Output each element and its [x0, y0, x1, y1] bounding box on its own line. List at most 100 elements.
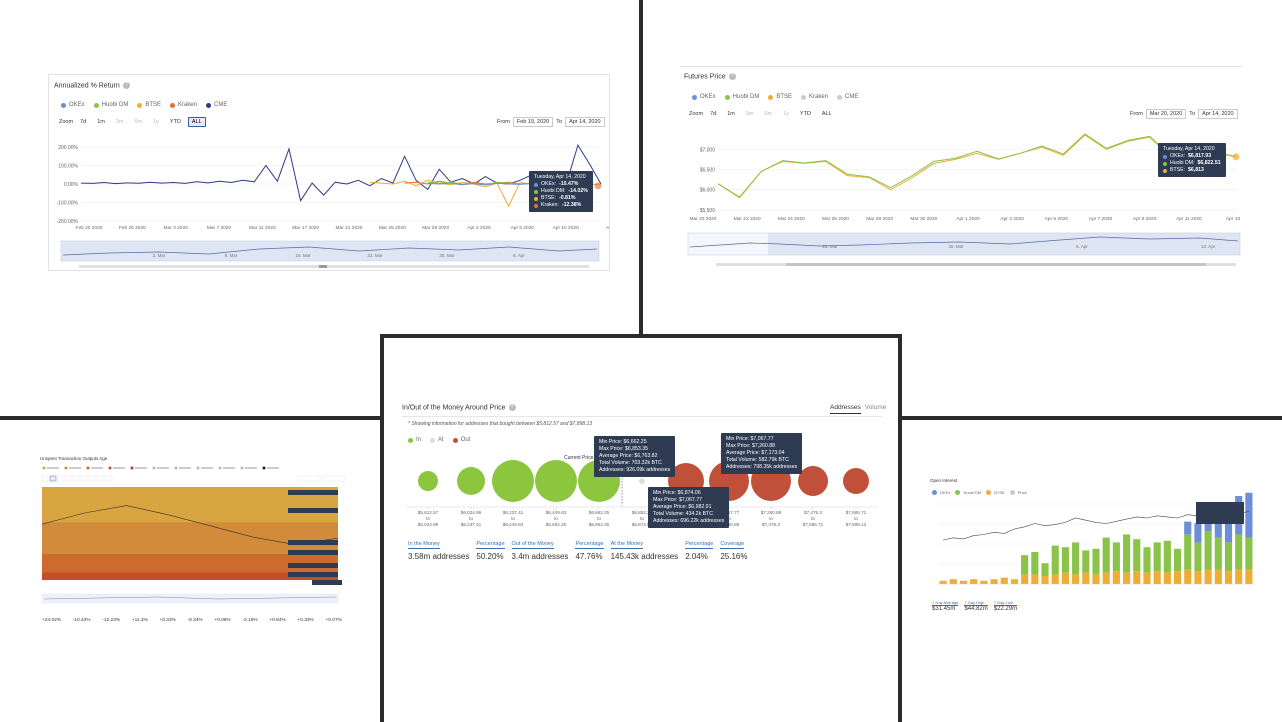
- stat-block: At the Money 145.43k addresses: [610, 541, 679, 561]
- bar-huobi-dm: [1245, 537, 1253, 570]
- zoom-button-3m[interactable]: 3m: [745, 111, 754, 117]
- bar-btse: [1092, 574, 1100, 584]
- legend-label-placeholder: [245, 467, 257, 469]
- annualized-chart: 200.00%100.00%0.00%-100.00%-200.00%Feb 2…: [57, 143, 609, 268]
- legend-item-cme[interactable]: CME: [206, 102, 227, 108]
- bar-btse: [1143, 572, 1151, 584]
- bubble: [418, 471, 438, 491]
- tooltip-row: Addresses: 798.35k addresses: [726, 464, 798, 470]
- series-flag: [288, 563, 338, 568]
- legend-item-huobi-dm[interactable]: Huobi DM: [724, 94, 759, 100]
- zoom-button-1m[interactable]: 1m: [727, 111, 735, 117]
- legend-item-price[interactable]: Price: [1009, 490, 1027, 495]
- help-icon[interactable]: ?: [508, 404, 516, 411]
- navigator: [41, 593, 339, 604]
- zoom-button-1y[interactable]: 1y: [153, 119, 159, 125]
- tab-addresses[interactable]: Addresses: [830, 404, 861, 414]
- series-flag: [288, 572, 338, 577]
- zoom-button-3m[interactable]: 3m: [115, 119, 124, 125]
- stat-label: 7-Day High: [964, 600, 988, 606]
- x-tick-label: $6,024.99: [461, 510, 482, 515]
- legend-item-huobi-dm[interactable]: Huobi DM: [955, 490, 981, 495]
- zoom-button-1y[interactable]: 1y: [783, 111, 789, 117]
- from-date-input[interactable]: Mar 20, 2020: [1145, 109, 1187, 119]
- bar-huobi-dm: [1163, 540, 1171, 573]
- futures-title: Futures Price: [684, 73, 726, 81]
- legend-label: BTSE: [145, 102, 162, 108]
- to-date-input[interactable]: Apr 14, 2020: [565, 117, 605, 127]
- zoom-button-1m[interactable]: 1m: [97, 119, 105, 125]
- legend-item-cme[interactable]: CME: [837, 94, 858, 100]
- bubble: [798, 466, 828, 496]
- x-tick-label: $7,475.3: [762, 522, 780, 527]
- legend-item-btse[interactable]: BTSE: [986, 490, 1005, 495]
- legend-item-at[interactable]: At: [430, 437, 444, 443]
- annualized-zoom: Zoom 7d 1m 3m 6m 1y YTD ALL: [59, 117, 206, 127]
- zoom-button: [65, 475, 73, 482]
- zoom-button-7d[interactable]: 7d: [710, 111, 717, 117]
- legend-dot-icon: [64, 466, 68, 470]
- stat-label: Percentage: [575, 541, 604, 549]
- x-tick-label: Feb 26 2020: [119, 225, 146, 231]
- bar-btse: [1184, 569, 1192, 584]
- legend-dot-icon: [42, 466, 46, 470]
- legend-item-okex[interactable]: OKEx: [692, 94, 716, 100]
- stat-block: Out of the Money 3.4m addresses: [511, 541, 568, 561]
- utxo-stat-value: +0.84%: [269, 618, 286, 623]
- x-tick-label: to: [727, 516, 731, 521]
- navigator-label: 9. Mar: [225, 253, 238, 258]
- zoom-button-7d[interactable]: 7d: [80, 119, 87, 125]
- stat-value: $31.45m: [932, 606, 956, 612]
- to-date-input[interactable]: Apr 14, 2020: [1198, 109, 1238, 119]
- stat-block: Coverage 25.16%: [720, 541, 747, 561]
- legend-item-kraken[interactable]: Kraken: [801, 94, 828, 100]
- iomap-tooltip-3: Min Price: $7,067.77 Max Price: $7,260.88…: [721, 433, 803, 474]
- y-tick-label: -200.00%: [57, 219, 79, 225]
- y-tick-label: 100.00%: [58, 164, 78, 170]
- tooltip-row: Min Price: $6,662.25: [599, 439, 647, 445]
- legend-item-btse[interactable]: BTSE: [137, 102, 161, 108]
- tooltip-series-name: BTSE:: [541, 195, 556, 201]
- tab-volume[interactable]: Volume: [864, 404, 887, 411]
- from-date-input[interactable]: Feb 19, 2020: [512, 117, 554, 127]
- bar-btse: [1051, 574, 1059, 584]
- legend-item-btse[interactable]: BTSE: [768, 94, 792, 100]
- x-tick-label: Apr 2 2020: [467, 225, 491, 231]
- zoom-button-ytd[interactable]: YTD: [799, 111, 811, 117]
- tooltip-row: Addresses: 696.22k addresses: [653, 518, 725, 524]
- zoom-button-6m[interactable]: 6m: [764, 111, 773, 117]
- zoom-button-all[interactable]: ALL: [821, 111, 832, 117]
- legend-item-okex[interactable]: OKEx: [932, 490, 950, 495]
- iomap-tooltip-2: Min Price: $6,874.06 Max Price: $7,067.77…: [648, 487, 730, 528]
- bar-okex: [1224, 507, 1233, 543]
- iomap-tooltip-1: Min Price: $6,662.25 Max Price: $6,853.35…: [594, 436, 676, 477]
- zoom-button-all[interactable]: ALL: [187, 117, 206, 127]
- legend-item-kraken[interactable]: Kraken: [170, 102, 197, 108]
- bar-btse: [1123, 572, 1131, 584]
- zoom-button: [105, 475, 113, 482]
- stat-value: 145.43k addresses: [610, 552, 679, 561]
- x-tick-label: to: [640, 516, 644, 521]
- help-icon[interactable]: ?: [728, 73, 736, 80]
- legend-item-okex[interactable]: OKEx: [61, 102, 85, 108]
- stat-value: $22.29m: [993, 606, 1018, 612]
- bar-btse: [1041, 576, 1049, 584]
- navigator-label: 2. Mar: [153, 253, 166, 258]
- legend-label: BTSE: [776, 94, 793, 100]
- legend-label: Kraken: [809, 94, 829, 100]
- bar-huobi-dm: [1184, 534, 1192, 570]
- x-tick-label: to: [469, 516, 473, 521]
- iomap-legend: In At Out: [408, 437, 470, 443]
- navigator-line: [689, 236, 1239, 248]
- bar-btse: [1021, 574, 1029, 584]
- zoom-button-6m[interactable]: 6m: [134, 119, 143, 125]
- utxo-stats: +24.02% -10.43% -12.23% +11.3% +0.33% -0.34% +…: [42, 618, 342, 623]
- bar-btse: [1194, 571, 1202, 584]
- help-icon[interactable]: ?: [122, 82, 130, 89]
- x-tick-label: to: [811, 516, 815, 521]
- legend-item-huobi-dm[interactable]: Huobi DM: [93, 102, 128, 108]
- legend-item-out[interactable]: Out: [452, 437, 470, 443]
- zoom-button-ytd[interactable]: YTD: [169, 119, 181, 125]
- legend-item-in[interactable]: In: [408, 437, 421, 443]
- tooltip-dot-icon: [534, 203, 538, 208]
